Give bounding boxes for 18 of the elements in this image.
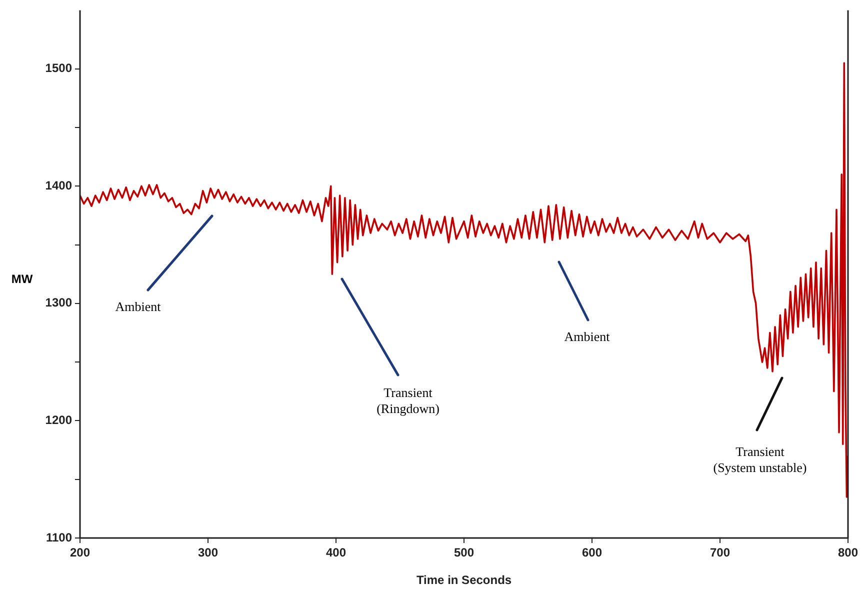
x-tick-label: 800 (838, 546, 858, 560)
x-tick-label: 400 (326, 546, 346, 560)
y-tick-label: 1300 (45, 296, 72, 310)
x-tick-label: 700 (710, 546, 730, 560)
y-tick-label: 1200 (45, 413, 72, 428)
annotation: Ambient (564, 329, 610, 345)
x-tick-label: 200 (70, 546, 90, 560)
y-tick-label: 1500 (45, 61, 72, 76)
y-tick-label: 1100 (46, 530, 72, 544)
x-tick-label: 500 (454, 546, 474, 560)
annotation: Transient (System unstable) (713, 444, 807, 476)
x-tick-label: 600 (582, 546, 602, 560)
annotation: Ambient (115, 299, 161, 315)
y-axis-title: MW (11, 272, 33, 286)
x-tick-label: 300 (198, 546, 218, 560)
y-tick-label: 1400 (45, 178, 72, 192)
x-axis-title: Time in Seconds (416, 573, 512, 588)
annotation: Transient (Ringdown) (376, 385, 440, 417)
